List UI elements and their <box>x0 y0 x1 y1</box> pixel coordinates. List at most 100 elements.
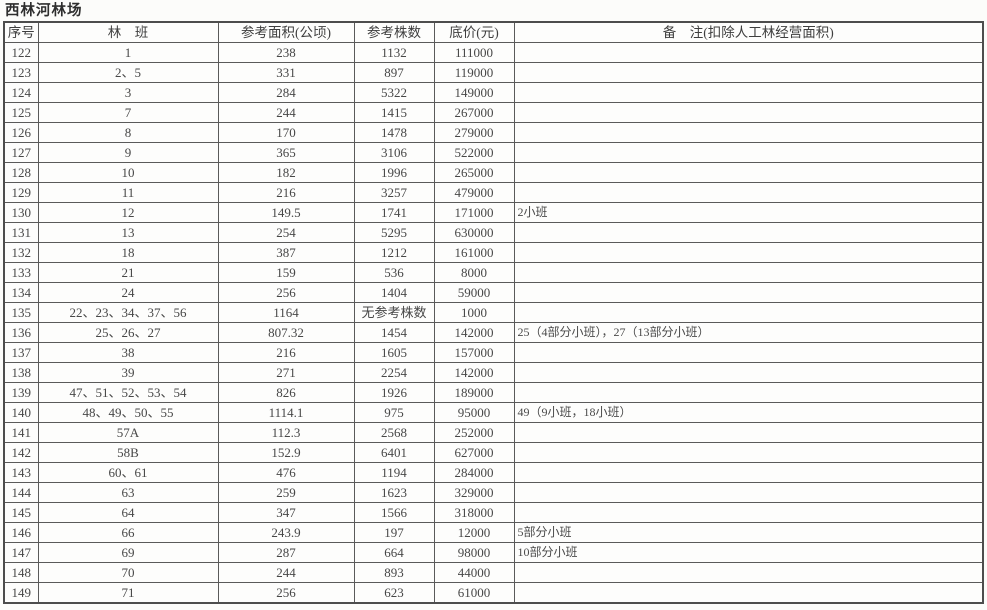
cell-base-price: 12000 <box>433 522 515 543</box>
cell-remark: 10部分小班 <box>513 542 984 563</box>
cell-remark <box>513 562 984 583</box>
cell-reference-tree-count: 1212 <box>353 242 435 263</box>
cell-reference-area: 284 <box>217 82 355 103</box>
cell-base-price: 479000 <box>433 182 515 203</box>
cell-serial-number: 132 <box>3 242 39 263</box>
cell-base-price: 149000 <box>433 82 515 103</box>
cell-serial-number: 140 <box>3 402 39 423</box>
cell-remark: 25（4部分小班），27（13部分小班） <box>513 322 984 343</box>
cell-base-price: 329000 <box>433 482 515 503</box>
cell-remark <box>513 42 984 63</box>
cell-reference-tree-count: 197 <box>353 522 435 543</box>
cell-serial-number: 141 <box>3 422 39 443</box>
cell-remark <box>513 442 984 463</box>
cell-reference-area: 259 <box>217 482 355 503</box>
cell-serial-number: 142 <box>3 442 39 463</box>
cell-serial-number: 146 <box>3 522 39 543</box>
cell-compartment: 60、61 <box>37 462 219 483</box>
cell-reference-tree-count: 975 <box>353 402 435 423</box>
table-row: 149 71 256 623 61000 <box>3 582 984 604</box>
cell-serial-number: 149 <box>3 582 39 604</box>
table-row: 141 57A 112.3 2568 252000 <box>3 422 984 443</box>
cell-reference-area: 216 <box>217 182 355 203</box>
cell-remark <box>513 62 984 83</box>
cell-remark <box>513 482 984 503</box>
cell-remark <box>513 222 984 243</box>
cell-remark: 49（9小班，18小班） <box>513 402 984 423</box>
cell-reference-area: 254 <box>217 222 355 243</box>
cell-serial-number: 139 <box>3 382 39 403</box>
cell-reference-tree-count: 1996 <box>353 162 435 183</box>
cell-base-price: 284000 <box>433 462 515 483</box>
cell-reference-area: 331 <box>217 62 355 83</box>
table-row: 138 39 271 2254 142000 <box>3 362 984 383</box>
cell-compartment: 47、51、52、53、54 <box>37 382 219 403</box>
header-reference-area: 参考面积(公顷) <box>217 21 355 43</box>
header-compartment: 林 班 <box>37 21 219 43</box>
cell-remark <box>513 242 984 263</box>
header-reference-tree-count: 参考株数 <box>353 21 435 43</box>
cell-remark <box>513 162 984 183</box>
cell-base-price: 318000 <box>433 502 515 523</box>
cell-remark <box>513 282 984 303</box>
cell-compartment: 38 <box>37 342 219 363</box>
cell-base-price: 267000 <box>433 102 515 123</box>
page-title: 西林河林场 <box>5 3 83 19</box>
table-row: 125 7 244 1415 267000 <box>3 102 984 123</box>
cell-reference-area: 243.9 <box>217 522 355 543</box>
cell-serial-number: 131 <box>3 222 39 243</box>
cell-reference-tree-count: 1454 <box>353 322 435 343</box>
cell-base-price: 171000 <box>433 202 515 223</box>
table-row: 130 12 149.5 1741 171000 2小班 <box>3 202 984 223</box>
cell-reference-tree-count: 无参考株数 <box>353 302 435 323</box>
cell-compartment: 48、49、50、55 <box>37 402 219 423</box>
cell-serial-number: 134 <box>3 282 39 303</box>
table-header: 序号 林 班 参考面积(公顷) 参考株数 底价(元) 备 注(扣除人工林经营面积… <box>3 21 984 43</box>
cell-base-price: 119000 <box>433 62 515 83</box>
cell-reference-tree-count: 1194 <box>353 462 435 483</box>
cell-reference-area: 365 <box>217 142 355 163</box>
forest-compartment-table: 序号 林 班 参考面积(公顷) 参考株数 底价(元) 备 注(扣除人工林经营面积… <box>3 21 984 604</box>
cell-base-price: 142000 <box>433 362 515 383</box>
cell-remark <box>513 582 984 604</box>
cell-reference-area: 387 <box>217 242 355 263</box>
cell-serial-number: 125 <box>3 102 39 123</box>
table-row: 122 1 238 1132 111000 <box>3 42 984 63</box>
cell-base-price: 44000 <box>433 562 515 583</box>
table-row: 144 63 259 1623 329000 <box>3 482 984 503</box>
cell-serial-number: 135 <box>3 302 39 323</box>
cell-remark <box>513 142 984 163</box>
cell-compartment: 2、5 <box>37 62 219 83</box>
cell-serial-number: 130 <box>3 202 39 223</box>
cell-remark <box>513 422 984 443</box>
cell-remark <box>513 82 984 103</box>
cell-base-price: 157000 <box>433 342 515 363</box>
cell-serial-number: 144 <box>3 482 39 503</box>
cell-base-price: 61000 <box>433 582 515 604</box>
cell-remark <box>513 182 984 203</box>
cell-base-price: 59000 <box>433 282 515 303</box>
cell-reference-tree-count: 623 <box>353 582 435 604</box>
cell-base-price: 95000 <box>433 402 515 423</box>
cell-reference-tree-count: 2254 <box>353 362 435 383</box>
cell-remark <box>513 302 984 323</box>
cell-reference-tree-count: 893 <box>353 562 435 583</box>
cell-reference-area: 347 <box>217 502 355 523</box>
cell-compartment: 10 <box>37 162 219 183</box>
cell-reference-tree-count: 1566 <box>353 502 435 523</box>
table-row: 129 11 216 3257 479000 <box>3 182 984 203</box>
cell-remark <box>513 122 984 143</box>
cell-compartment: 25、26、27 <box>37 322 219 343</box>
cell-compartment: 12 <box>37 202 219 223</box>
cell-serial-number: 124 <box>3 82 39 103</box>
cell-reference-area: 1114.1 <box>217 402 355 423</box>
cell-reference-area: 256 <box>217 582 355 604</box>
cell-compartment: 39 <box>37 362 219 383</box>
cell-compartment: 3 <box>37 82 219 103</box>
cell-reference-area: 826 <box>217 382 355 403</box>
cell-compartment: 11 <box>37 182 219 203</box>
table-body: 122 1 238 1132 111000 123 2、5 331 897 11… <box>3 42 984 604</box>
cell-compartment: 22、23、34、37、56 <box>37 302 219 323</box>
cell-compartment: 21 <box>37 262 219 283</box>
